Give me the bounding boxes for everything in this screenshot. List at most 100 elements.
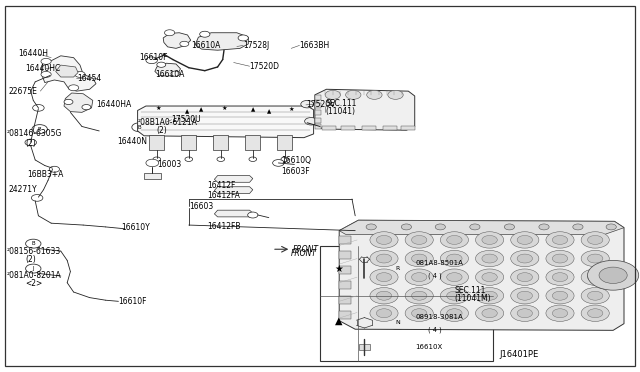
Circle shape	[366, 224, 376, 230]
Circle shape	[386, 262, 409, 275]
Circle shape	[476, 250, 504, 267]
Circle shape	[552, 291, 568, 300]
Circle shape	[217, 157, 225, 161]
Text: 16610X: 16610X	[415, 344, 443, 350]
Text: 16610A: 16610A	[191, 41, 220, 50]
Circle shape	[33, 105, 44, 111]
Circle shape	[552, 273, 568, 282]
Circle shape	[482, 254, 497, 263]
Text: J: J	[33, 266, 34, 271]
Text: 24271Y: 24271Y	[8, 185, 37, 194]
Circle shape	[476, 288, 504, 304]
Circle shape	[412, 254, 427, 263]
Circle shape	[581, 288, 609, 304]
Circle shape	[447, 273, 462, 282]
Text: (2): (2)	[157, 126, 168, 135]
Text: (2): (2)	[26, 255, 36, 264]
Circle shape	[388, 90, 403, 99]
Text: 16610A: 16610A	[156, 70, 185, 79]
Circle shape	[405, 232, 433, 248]
Bar	[401, 126, 415, 130]
Text: ★: ★	[221, 106, 227, 111]
Circle shape	[370, 250, 398, 267]
Circle shape	[511, 232, 539, 248]
Text: SEC.111: SEC.111	[325, 99, 356, 108]
Circle shape	[132, 123, 147, 132]
Circle shape	[517, 273, 532, 282]
Circle shape	[588, 235, 603, 244]
Circle shape	[412, 309, 427, 318]
FancyBboxPatch shape	[320, 246, 493, 361]
Circle shape	[68, 85, 79, 91]
Bar	[341, 126, 355, 130]
Text: ★: ★	[156, 106, 161, 111]
Circle shape	[588, 273, 603, 282]
Circle shape	[185, 157, 193, 161]
Text: J16401PE: J16401PE	[499, 350, 538, 359]
Polygon shape	[195, 33, 248, 50]
Circle shape	[281, 157, 289, 161]
Circle shape	[370, 305, 398, 321]
Polygon shape	[155, 63, 180, 76]
Circle shape	[26, 239, 41, 248]
Circle shape	[405, 250, 433, 267]
Circle shape	[171, 71, 180, 76]
Bar	[315, 118, 321, 123]
Circle shape	[440, 232, 468, 248]
Circle shape	[504, 224, 515, 230]
Circle shape	[440, 305, 468, 321]
Circle shape	[476, 305, 504, 321]
Circle shape	[581, 232, 609, 248]
Bar	[315, 110, 321, 115]
Circle shape	[305, 118, 317, 125]
Circle shape	[546, 305, 574, 321]
Circle shape	[75, 71, 85, 77]
Text: 16454: 16454	[77, 74, 101, 83]
Circle shape	[552, 254, 568, 263]
Text: (11041): (11041)	[325, 107, 355, 116]
Text: 16610F: 16610F	[118, 297, 147, 306]
Text: (11041M): (11041M)	[454, 294, 491, 303]
Text: B: B	[138, 125, 141, 130]
Text: ²08156-61633: ²08156-61633	[6, 247, 61, 256]
Circle shape	[588, 309, 603, 318]
Circle shape	[32, 125, 47, 134]
Circle shape	[376, 273, 392, 282]
Circle shape	[405, 269, 433, 285]
Bar	[144, 173, 161, 179]
Circle shape	[360, 320, 369, 326]
Circle shape	[435, 224, 445, 230]
Text: 16412F: 16412F	[207, 181, 235, 190]
Text: 16440N: 16440N	[117, 137, 147, 146]
Circle shape	[581, 250, 609, 267]
Circle shape	[546, 232, 574, 248]
Text: ★: ★	[335, 264, 344, 273]
Text: 17520D: 17520D	[250, 62, 280, 71]
Circle shape	[482, 273, 497, 282]
Bar	[359, 344, 369, 350]
Text: 08918-3081A: 08918-3081A	[415, 314, 463, 320]
Text: ²08146-6305G: ²08146-6305G	[6, 129, 62, 138]
Polygon shape	[339, 220, 624, 234]
Text: 16BB3+A: 16BB3+A	[28, 170, 64, 179]
Text: B: B	[38, 126, 42, 132]
Polygon shape	[42, 56, 96, 91]
Polygon shape	[214, 210, 253, 217]
Circle shape	[200, 31, 210, 37]
Circle shape	[25, 139, 36, 146]
Text: 22675E: 22675E	[8, 87, 37, 96]
Circle shape	[470, 224, 480, 230]
Polygon shape	[138, 106, 314, 138]
Bar	[315, 124, 321, 129]
Text: 16610F: 16610F	[140, 53, 168, 62]
Text: 16603: 16603	[189, 202, 213, 211]
Bar	[149, 135, 164, 150]
Circle shape	[482, 309, 497, 318]
Circle shape	[511, 288, 539, 304]
Text: 16440H: 16440H	[18, 49, 48, 58]
Bar	[322, 126, 336, 130]
Circle shape	[370, 269, 398, 285]
Text: B: B	[31, 241, 35, 246]
Bar	[339, 266, 351, 274]
Circle shape	[41, 71, 51, 77]
